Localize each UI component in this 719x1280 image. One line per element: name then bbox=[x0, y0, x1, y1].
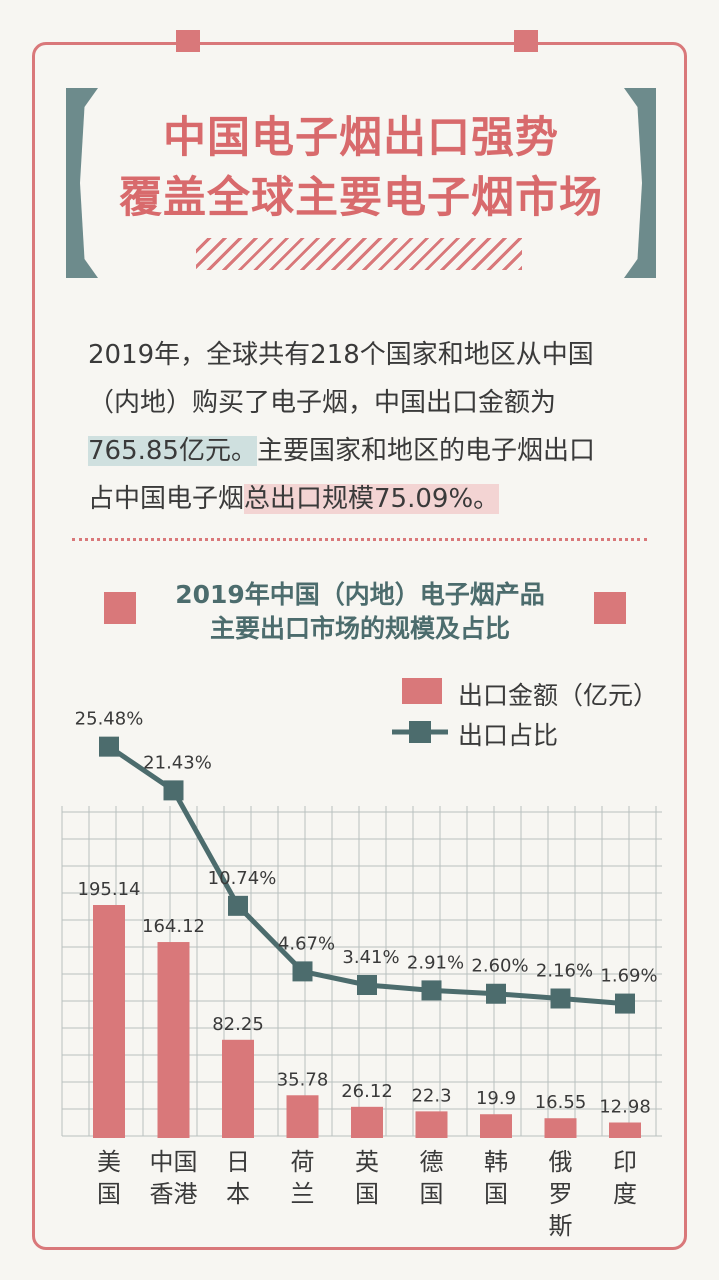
category-label-5-line-1: 英 bbox=[355, 1148, 379, 1176]
bar-5 bbox=[351, 1106, 383, 1138]
total-amount-highlight: 765.85亿元。 bbox=[88, 436, 257, 466]
share-label-2: 21.43% bbox=[143, 752, 212, 773]
share-point-1 bbox=[99, 736, 119, 757]
share-point-2 bbox=[163, 780, 184, 801]
category-label-4-line-1: 荷 bbox=[291, 1148, 315, 1176]
bar-9 bbox=[609, 1122, 641, 1138]
category-label-6-line-2: 国 bbox=[420, 1180, 444, 1208]
category-label-9-line-2: 度 bbox=[613, 1180, 637, 1208]
title-line-1: 中国电子烟出口强势 bbox=[163, 113, 559, 163]
dotted-divider bbox=[72, 538, 647, 541]
frame-tab-left bbox=[176, 30, 200, 52]
category-label-3-line-1: 日 bbox=[226, 1148, 250, 1176]
legend-line-label: 出口占比 bbox=[458, 721, 559, 750]
bar-4 bbox=[286, 1095, 319, 1138]
title-line-2: 覆盖全球主要电子烟市场 bbox=[119, 173, 603, 223]
category-label-8-line-3: 斯 bbox=[549, 1212, 573, 1240]
share-point-4 bbox=[292, 961, 313, 982]
legend-bar-swatch bbox=[402, 678, 442, 704]
share-label-7: 2.60% bbox=[471, 956, 528, 977]
intro-line-1: 2019年，全球共有218个国家和地区从中国 bbox=[88, 340, 594, 370]
share-label-4: 4.67% bbox=[278, 933, 335, 954]
share-label-5: 3.41% bbox=[342, 947, 399, 968]
intro-line-4: 占中国电子烟总出口规模75.09%。 bbox=[88, 476, 648, 523]
share-label-9: 1.69% bbox=[600, 966, 657, 987]
category-label-8-line-1: 俄 bbox=[549, 1148, 573, 1176]
intro-line-2: （内地）购买了电子烟，中国出口金额为 bbox=[88, 388, 557, 418]
bar-7 bbox=[480, 1114, 512, 1138]
page-frame bbox=[32, 42, 687, 1250]
right-bracket-decoration bbox=[622, 88, 656, 278]
left-bracket-decoration bbox=[66, 88, 100, 278]
bar-2 bbox=[157, 942, 190, 1138]
share-point-8 bbox=[550, 988, 571, 1009]
category-label-6-line-1: 德 bbox=[420, 1148, 444, 1176]
bar-value-label-3: 82.25 bbox=[212, 1014, 264, 1035]
category-label-4-line-2: 兰 bbox=[291, 1180, 315, 1208]
bar-value-label-9: 12.98 bbox=[599, 1097, 651, 1118]
share-highlight: 总出口规模75.09%。 bbox=[244, 484, 500, 514]
share-point-5 bbox=[357, 975, 377, 995]
bar-value-label-1: 195.14 bbox=[78, 879, 141, 900]
category-label-8-line-2: 罗 bbox=[549, 1180, 573, 1208]
share-label-6: 2.91% bbox=[407, 952, 464, 973]
category-label-2-line-2: 香港 bbox=[150, 1180, 198, 1208]
share-label-8: 2.16% bbox=[536, 961, 593, 982]
title-band: 中国电子烟出口强势 覆盖全球主要电子烟市场 bbox=[66, 88, 656, 278]
share-label-3: 10.74% bbox=[208, 868, 277, 889]
legend-bar-label: 出口金额（亿元） bbox=[458, 681, 659, 710]
intro-line-3-rest: 主要国家和地区的电子烟出口 bbox=[256, 436, 595, 466]
category-label-1-line-2: 国 bbox=[97, 1180, 121, 1208]
category-label-2-line-1: 中国 bbox=[150, 1148, 198, 1176]
chart-title-square-right bbox=[594, 592, 626, 624]
bar-value-label-2: 164.12 bbox=[142, 916, 205, 937]
frame-tab-right bbox=[514, 30, 538, 52]
bar-value-label-5: 26.12 bbox=[341, 1081, 393, 1102]
share-point-7 bbox=[486, 983, 506, 1004]
bar-value-label-4: 35.78 bbox=[277, 1069, 329, 1090]
category-label-7-line-1: 韩 bbox=[484, 1148, 508, 1176]
category-label-1-line-1: 美 bbox=[97, 1148, 121, 1176]
bar-value-label-7: 19.9 bbox=[476, 1088, 516, 1109]
intro-line-4-pre: 占中国电子烟 bbox=[88, 484, 245, 514]
share-point-6 bbox=[421, 980, 442, 1001]
chart-title-square-left bbox=[104, 592, 136, 624]
bar-value-label-6: 22.3 bbox=[411, 1085, 451, 1106]
chart-title-line-1: 2019年中国（内地）电子烟产品 bbox=[175, 580, 545, 609]
share-point-3 bbox=[228, 895, 248, 916]
intro-line-3: 765.85亿元。主要国家和地区的电子烟出口 bbox=[88, 428, 648, 475]
bar-1 bbox=[93, 905, 125, 1138]
bar-8 bbox=[544, 1118, 577, 1138]
bar-3 bbox=[222, 1039, 254, 1138]
share-label-1: 25.48% bbox=[75, 709, 144, 730]
share-point-9 bbox=[615, 993, 635, 1014]
category-label-9-line-1: 印 bbox=[613, 1148, 637, 1176]
hatch-decoration bbox=[196, 238, 522, 270]
category-label-7-line-2: 国 bbox=[484, 1180, 508, 1208]
bar-6 bbox=[415, 1111, 448, 1138]
category-label-5-line-2: 国 bbox=[355, 1180, 379, 1208]
bar-value-label-8: 16.55 bbox=[535, 1092, 587, 1113]
category-label-3-line-2: 本 bbox=[226, 1180, 250, 1208]
chart-title-line-2: 主要出口市场的规模及占比 bbox=[209, 614, 510, 643]
